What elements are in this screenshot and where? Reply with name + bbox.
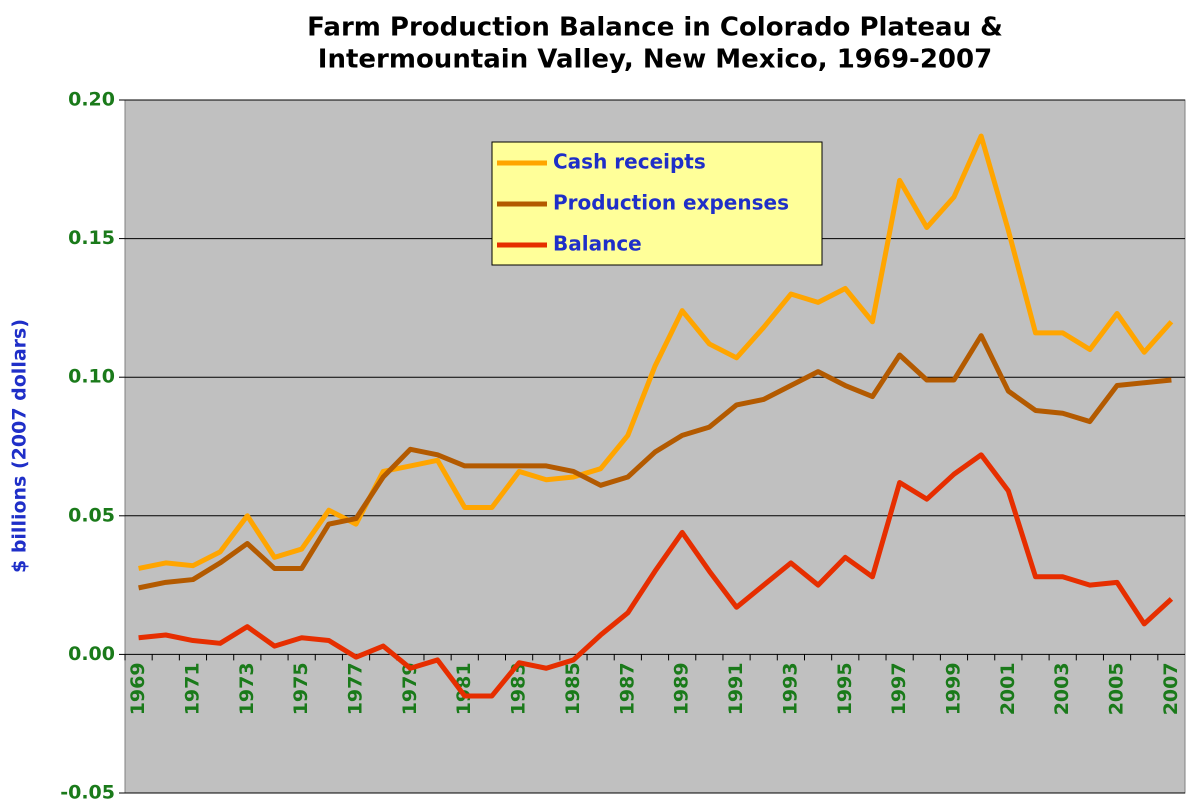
y-tick-label: 0.20	[68, 89, 115, 111]
y-tick-label: 0.00	[68, 643, 115, 665]
x-tick-label: 2003	[1051, 662, 1073, 715]
x-tick-label: 1969	[127, 662, 149, 715]
chart-title: Farm Production Balance in Colorado Plat…	[307, 13, 1003, 43]
x-tick-label: 1981	[453, 662, 475, 715]
x-tick-label: 1975	[290, 662, 312, 715]
x-tick-label: 1987	[616, 662, 638, 715]
legend-label: Balance	[553, 232, 642, 256]
x-tick-label: 1971	[181, 662, 203, 715]
y-tick-label: 0.10	[68, 366, 115, 388]
chart-title: Intermountain Valley, New Mexico, 1969-2…	[318, 45, 992, 75]
x-tick-label: 1983	[508, 662, 530, 715]
x-tick-label: 1973	[236, 662, 258, 715]
legend-label: Production expenses	[553, 191, 789, 215]
x-tick-label: 1993	[779, 662, 801, 715]
x-tick-label: 1999	[942, 662, 964, 715]
x-tick-label: 1977	[345, 662, 367, 715]
x-tick-label: 1979	[399, 662, 421, 715]
x-tick-label: 1995	[834, 662, 856, 715]
y-tick-label: 0.15	[68, 227, 115, 249]
x-tick-label: 2005	[1106, 662, 1128, 715]
legend-label: Cash receipts	[553, 150, 706, 174]
x-tick-label: 1997	[888, 662, 910, 715]
line-series	[138, 333, 1172, 591]
x-tick-label: 2007	[1160, 662, 1182, 715]
x-tick-label: 1985	[562, 662, 584, 715]
line-series	[138, 452, 1174, 699]
y-tick-label: 0.05	[68, 504, 115, 526]
line-series	[138, 133, 1174, 571]
x-tick-label: 2001	[997, 662, 1019, 715]
x-tick-label: 1991	[725, 662, 747, 715]
x-tick-label: 1989	[671, 662, 693, 715]
y-tick-label: -0.05	[60, 782, 115, 804]
y-axis-label: $ billions (2007 dollars)	[9, 319, 31, 573]
